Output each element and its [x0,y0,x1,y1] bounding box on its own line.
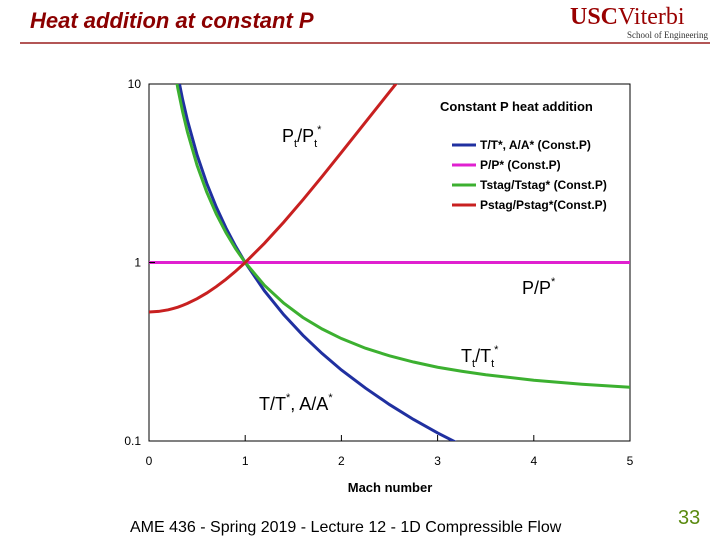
page-number: 33 [678,507,700,529]
annotation-part: * [328,392,333,404]
annotation-part: P [282,126,294,146]
legend-label: Pstag/Pstag*(Const.P) [480,198,607,212]
annotation-part: /T [475,346,491,366]
annotation: T/T*, A/A* [259,392,333,414]
annotation-part: t [314,138,317,150]
x-tick-label: 0 [146,454,153,468]
series-line [149,84,398,314]
logo: USCViterbi [570,4,685,30]
legend-label: Tstag/Tstag* (Const.P) [480,178,607,192]
annotation-part: T/T [259,394,286,414]
x-tick-label: 2 [338,454,345,468]
logo-viterbi: Viterbi [618,4,685,30]
annotation: Tt/Tt* [461,344,499,370]
y-tick-label: 10 [128,77,142,91]
annotation-part: * [317,124,322,136]
annotation-part: * [551,276,556,288]
slide-title: Heat addition at constant P [30,8,314,33]
annotation-part: P/P [522,278,551,298]
series-line [175,84,630,389]
legend-title: Constant P heat addition [440,99,593,114]
annotation: P/P* [522,276,556,298]
x-tick-label: 1 [242,454,249,468]
annotation-part: * [286,392,291,404]
legend-label: T/T*, A/A* (Const.P) [480,138,591,152]
logo-usc: USC [570,4,618,30]
plot [149,84,630,441]
x-tick-label: 5 [627,454,634,468]
annotation-part: /P [297,126,314,146]
annotation-part: T [461,346,472,366]
annotation: Pt/Pt* [282,124,322,150]
annotation-part: t [472,358,475,370]
logo-subtitle: School of Engineering [627,30,708,40]
footer-text: AME 436 - Spring 2019 - Lecture 12 - 1D … [130,519,562,536]
legend-label: P/P* (Const.P) [480,158,561,172]
annotation-part: * [494,344,499,356]
y-tick-label: 0.1 [124,434,141,448]
annotation-part: , A/A [290,394,328,414]
annotation-part: t [294,138,297,150]
x-tick-label: 3 [434,454,441,468]
y-tick-label: 1 [134,256,141,270]
series-line [177,84,457,441]
x-tick-label: 4 [530,454,537,468]
x-axis-label: Mach number [348,480,433,495]
annotation-part: t [491,358,494,370]
